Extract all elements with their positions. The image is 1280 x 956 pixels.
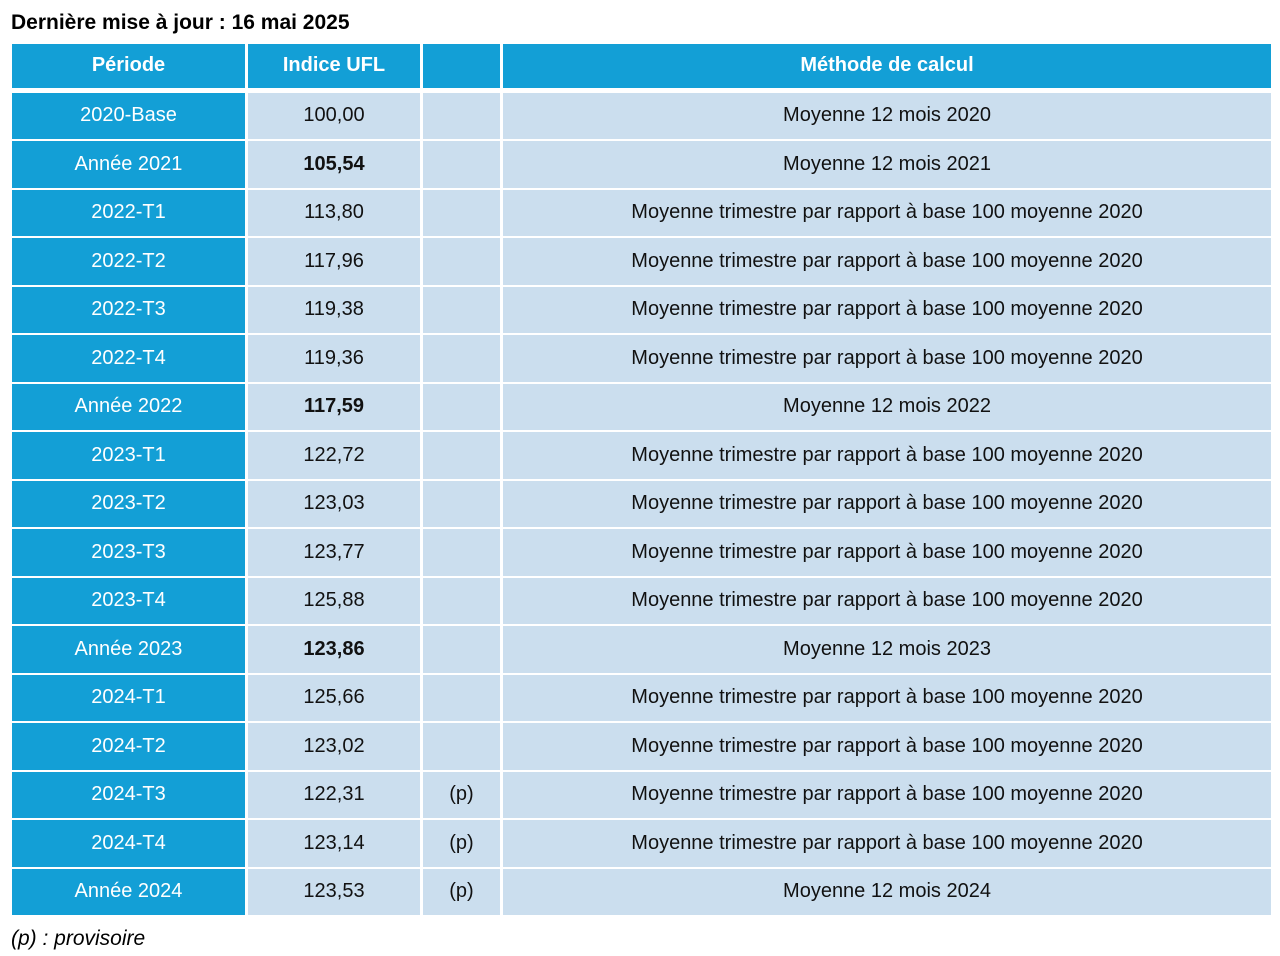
row-flag [423, 383, 500, 430]
row-method: Moyenne 12 mois 2021 [503, 141, 1271, 188]
header-period: Période [12, 44, 245, 88]
row-period: 2022-T1 [12, 189, 245, 236]
last-update-date: Dernière mise à jour : 16 mai 2025 [11, 11, 350, 34]
row-period: 2023-T1 [12, 432, 245, 479]
row-period: 2022-T4 [12, 335, 245, 382]
row-index-value: 113,80 [248, 189, 420, 236]
row-period: Année 2024 [12, 868, 245, 915]
row-period: 2024-T3 [12, 771, 245, 818]
row-method: Moyenne trimestre par rapport à base 100… [503, 723, 1271, 770]
row-index-value: 122,31 [248, 771, 420, 818]
row-method: Moyenne 12 mois 2024 [503, 868, 1271, 915]
row-index-value: 125,88 [248, 577, 420, 624]
row-flag [423, 189, 500, 236]
row-period: 2023-T3 [12, 529, 245, 576]
row-index-value: 123,77 [248, 529, 420, 576]
row-flag [423, 286, 500, 333]
row-period: 2023-T2 [12, 480, 245, 527]
row-flag [423, 432, 500, 479]
row-index-value: 117,96 [248, 238, 420, 285]
row-index-value: 122,72 [248, 432, 420, 479]
row-method: Moyenne trimestre par rapport à base 100… [503, 432, 1271, 479]
ufl-index-table: Période Indice UFL Méthode de calcul 202… [12, 44, 1271, 915]
row-index-value: 123,53 [248, 868, 420, 915]
row-period: 2024-T1 [12, 674, 245, 721]
row-flag [423, 238, 500, 285]
row-method: Moyenne trimestre par rapport à base 100… [503, 335, 1271, 382]
row-flag [423, 529, 500, 576]
row-flag [423, 480, 500, 527]
row-method: Moyenne trimestre par rapport à base 100… [503, 238, 1271, 285]
row-period: Année 2022 [12, 383, 245, 430]
row-method: Moyenne 12 mois 2020 [503, 92, 1271, 139]
header-method: Méthode de calcul [503, 44, 1271, 88]
provisional-flag: (p) [423, 820, 500, 867]
row-period: Année 2021 [12, 141, 245, 188]
row-flag [423, 723, 500, 770]
row-index-value: 119,36 [248, 335, 420, 382]
row-index-value: 125,66 [248, 674, 420, 721]
row-index-value: 105,54 [248, 141, 420, 188]
row-flag [423, 577, 500, 624]
row-index-value: 123,02 [248, 723, 420, 770]
row-method: Moyenne 12 mois 2023 [503, 626, 1271, 673]
provisional-flag: (p) [423, 868, 500, 915]
row-method: Moyenne trimestre par rapport à base 100… [503, 529, 1271, 576]
row-method: Moyenne trimestre par rapport à base 100… [503, 286, 1271, 333]
row-flag [423, 626, 500, 673]
row-period: 2022-T2 [12, 238, 245, 285]
header-flag [423, 44, 500, 88]
provisional-flag: (p) [423, 771, 500, 818]
row-period: 2023-T4 [12, 577, 245, 624]
row-index-value: 100,00 [248, 92, 420, 139]
row-index-value: 123,03 [248, 480, 420, 527]
row-method: Moyenne trimestre par rapport à base 100… [503, 820, 1271, 867]
row-method: Moyenne trimestre par rapport à base 100… [503, 189, 1271, 236]
row-index-value: 123,86 [248, 626, 420, 673]
row-flag [423, 674, 500, 721]
row-method: Moyenne trimestre par rapport à base 100… [503, 674, 1271, 721]
row-period: 2024-T4 [12, 820, 245, 867]
row-flag [423, 92, 500, 139]
row-flag [423, 335, 500, 382]
row-method: Moyenne trimestre par rapport à base 100… [503, 577, 1271, 624]
row-method: Moyenne trimestre par rapport à base 100… [503, 771, 1271, 818]
row-flag [423, 141, 500, 188]
row-period: 2024-T2 [12, 723, 245, 770]
row-period: 2022-T3 [12, 286, 245, 333]
row-method: Moyenne 12 mois 2022 [503, 383, 1271, 430]
row-index-value: 119,38 [248, 286, 420, 333]
row-period: Année 2023 [12, 626, 245, 673]
row-method: Moyenne trimestre par rapport à base 100… [503, 480, 1271, 527]
row-index-value: 123,14 [248, 820, 420, 867]
footnote: (p) : provisoire [11, 927, 146, 950]
header-index: Indice UFL [248, 44, 420, 88]
row-index-value: 117,59 [248, 383, 420, 430]
row-period: 2020-Base [12, 92, 245, 139]
